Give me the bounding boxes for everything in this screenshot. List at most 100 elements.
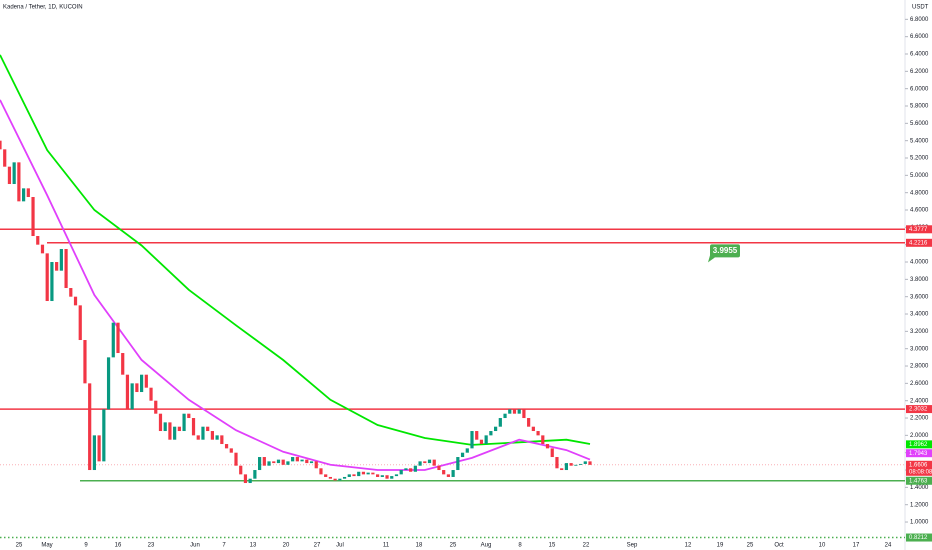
- candle-body: [45, 253, 49, 302]
- y-tick-label: 6.6000: [910, 34, 929, 40]
- candle-body: [229, 448, 233, 453]
- candle-body: [512, 409, 517, 414]
- candle-body: [295, 457, 299, 462]
- candle-body: [130, 383, 134, 410]
- candle-body: [31, 197, 35, 237]
- candle-body: [574, 464, 578, 466]
- candle-body: [140, 374, 144, 393]
- x-tick-label: 25: [16, 543, 23, 549]
- y-tick-label: 6.0000: [910, 86, 929, 92]
- x-tick-label: 15: [549, 543, 556, 549]
- candle-body: [253, 470, 257, 479]
- candle-body: [64, 249, 68, 289]
- candle-body: [465, 448, 469, 453]
- y-tick-label: 5.4000: [910, 138, 929, 144]
- level-tag: [906, 238, 932, 247]
- x-tick-label: 16: [115, 543, 122, 549]
- candle-body: [125, 374, 130, 410]
- candle-body: [97, 435, 101, 462]
- candle-body: [541, 435, 545, 445]
- x-tick-label: May: [41, 543, 52, 549]
- y-tick-label: 1.0000: [910, 520, 929, 526]
- annotation-box: [710, 244, 740, 258]
- candle-body: [154, 400, 158, 414]
- candle-body: [78, 305, 82, 341]
- candle-body: [0, 140, 2, 150]
- y-tick-label: 3.2000: [910, 329, 929, 335]
- candle-body: [588, 461, 592, 465]
- candle-body: [366, 472, 370, 475]
- y-tick-label: 2.0000: [910, 433, 929, 439]
- candle-body: [333, 478, 337, 481]
- candle-body: [55, 262, 59, 271]
- candle-body: [300, 459, 304, 462]
- candle-body: [3, 149, 7, 167]
- ma-label: 1.7943: [909, 451, 928, 457]
- x-tick-label: 19: [717, 543, 724, 549]
- candle-body: [338, 478, 342, 481]
- x-tick-label: Jul: [336, 543, 344, 549]
- x-tick-label: 13: [250, 543, 257, 549]
- y-tick-label: 6.8000: [910, 17, 929, 23]
- candle-body: [423, 461, 427, 464]
- candle-body: [286, 461, 290, 465]
- level-label: 2.3032: [909, 407, 928, 413]
- x-tick-label: Jun: [190, 543, 200, 549]
- candle-body: [418, 461, 422, 466]
- candle-body: [158, 413, 163, 432]
- candle-body: [215, 435, 219, 440]
- ma-label: 1.8962: [909, 442, 928, 448]
- candle-body: [475, 431, 479, 440]
- y-tick-label: 3.8000: [910, 277, 929, 283]
- candle-body: [446, 474, 450, 477]
- candle-body: [550, 448, 554, 458]
- candle-body: [560, 468, 564, 471]
- y-tick-label: 1.4000: [910, 485, 929, 491]
- candle-body: [116, 322, 120, 354]
- candle-body: [314, 461, 318, 469]
- candle-body: [248, 478, 252, 484]
- candle-body: [262, 457, 266, 466]
- candle-body: [106, 357, 111, 410]
- candle-body: [281, 459, 285, 465]
- candle-body: [536, 431, 540, 436]
- candle-body: [168, 422, 172, 440]
- candle-body: [390, 476, 394, 479]
- candle-body: [305, 459, 309, 464]
- candle-body: [73, 296, 78, 306]
- candle-body: [470, 431, 474, 449]
- ma-tag: [906, 449, 932, 458]
- candle-body: [50, 262, 54, 302]
- candle-body: [357, 471, 361, 477]
- candle-body: [267, 461, 271, 466]
- candle-body: [569, 463, 573, 466]
- candle-body: [508, 409, 512, 414]
- annotation-label: 3.9955: [713, 246, 738, 255]
- level-tag: [906, 225, 932, 234]
- candle-body: [26, 188, 30, 198]
- y-tick-label: 2.2000: [910, 416, 929, 422]
- candle-body: [196, 435, 200, 440]
- candle-body: [220, 435, 224, 445]
- y-tick-label: 6.4000: [910, 52, 929, 58]
- candle-body: [144, 374, 148, 388]
- x-tick-label: 17: [853, 543, 860, 549]
- candle-body: [36, 236, 40, 245]
- x-tick-label: Sep: [627, 543, 638, 549]
- candle-body: [385, 475, 389, 479]
- candle-body: [149, 387, 153, 401]
- candle-body: [555, 457, 559, 469]
- candle-body: [451, 470, 455, 477]
- candle-body: [121, 353, 125, 375]
- candle-body: [272, 461, 276, 464]
- ma-tag: [906, 440, 932, 449]
- level-label: 4.2216: [909, 240, 928, 246]
- x-tick-label: Aug: [481, 543, 492, 549]
- level-tag: [906, 533, 932, 542]
- candle-body: [484, 435, 488, 445]
- x-tick-label: 10: [819, 543, 826, 549]
- x-tick-label: 12: [685, 543, 692, 549]
- candle-body: [319, 468, 323, 475]
- candle-body: [578, 463, 583, 465]
